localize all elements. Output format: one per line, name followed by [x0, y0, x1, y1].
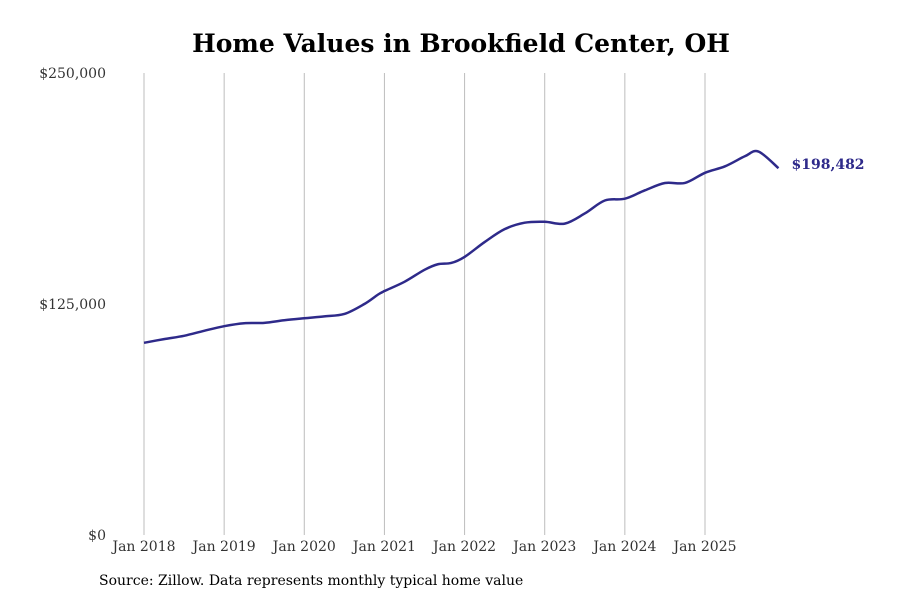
x-tick-label: Jan 2018 [110, 539, 175, 555]
x-tick-label: Jan 2019 [191, 539, 256, 555]
x-tick-label: Jan 2022 [431, 539, 496, 555]
x-tick-label: Jan 2024 [591, 539, 656, 555]
y-axis: $0 $125,000 $250,000 [39, 66, 106, 544]
chart-title: Home Values in Brookfield Center, OH [192, 29, 730, 58]
end-value-label: $198,482 [791, 157, 864, 173]
y-tick-label: $250,000 [39, 66, 106, 82]
y-tick-label: $125,000 [39, 297, 106, 313]
source-note: Source: Zillow. Data represents monthly … [99, 573, 524, 589]
x-tick-label: Jan 2021 [351, 539, 416, 555]
grid [143, 73, 706, 535]
series-line [143, 149, 780, 345]
x-tick-label: Jan 2025 [671, 539, 736, 555]
y-tick-label: $0 [88, 528, 106, 544]
x-axis: Jan 2018 Jan 2019 Jan 2020 Jan 2021 Jan 2022… [110, 539, 736, 555]
series-layer [143, 149, 780, 345]
x-tick-label: Jan 2020 [271, 539, 336, 555]
x-tick-label: Jan 2023 [511, 539, 576, 555]
